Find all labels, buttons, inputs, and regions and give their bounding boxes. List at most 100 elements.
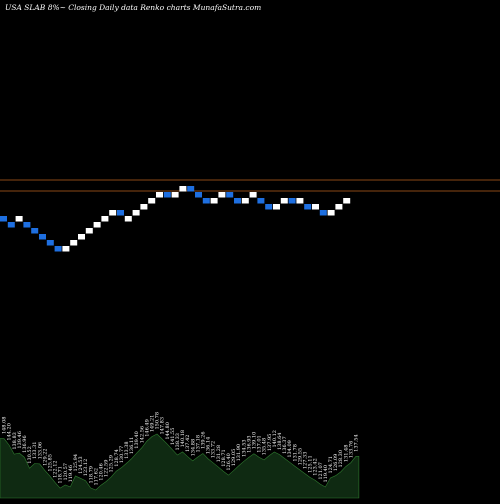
up-brick [218,192,226,198]
volume-label: 128.71 [221,449,227,467]
up-brick [93,222,101,228]
volume-label: 125.29 [109,455,115,473]
volume-label: 136.11 [129,437,135,455]
volume-label: 123.12 [83,459,89,477]
up-brick [156,192,163,198]
down-brick [39,234,46,240]
chart-title: USA SLAB 8%~ Closing Daily data Renko ch… [5,3,262,12]
up-brick [15,216,23,222]
volume-label: 136.93 [246,435,252,453]
down-brick [0,216,7,222]
volume-label: 128.74 [114,449,120,467]
up-brick [101,216,109,222]
down-brick [195,192,202,198]
volume-label: 131.28 [216,445,222,463]
volume-label: 138.64 [277,433,283,451]
up-brick [148,198,156,204]
volume-label: 118.71 [58,466,64,484]
volume-label: 124.53 [78,456,84,474]
volume-label: 139.46 [17,431,23,449]
volume-label: 122.59 [104,460,110,478]
volume-label: 125.11 [308,455,314,473]
volume-label: 120.57 [63,463,69,481]
volume-label: 129.55 [297,448,303,466]
volume-label: 135.48 [262,438,268,456]
volume-label: 146.49 [144,419,150,437]
up-brick [62,246,70,252]
volume-label: 133.31 [32,442,38,460]
volume-label: 133.72 [211,441,217,459]
volume-label: 120.46 [99,463,105,481]
volume-label: 124.71 [328,456,334,474]
up-brick [210,198,218,204]
up-brick [70,240,78,246]
down-brick [265,204,273,210]
down-brick [257,198,265,204]
volume-label: 140.18 [180,430,186,448]
volume-label: 129.05 [231,449,237,467]
volume-label: 128.30 [338,450,344,468]
reference-lines [0,179,500,192]
up-brick [124,216,132,222]
volume-label: 139.40 [134,431,140,449]
volume-label: 134.53 [241,439,247,457]
volume-label: 150.78 [155,412,161,430]
volume-label: 138.83 [12,432,18,450]
down-brick [23,222,31,228]
up-brick [343,198,351,204]
volume-label: 133.06 [37,442,43,460]
volume-label: 126.40 [226,453,232,471]
volume-label: 118.79 [88,466,94,484]
volume-label: 121.07 [318,462,324,480]
up-brick [109,210,117,216]
volume-label: 136.96 [22,435,28,453]
volume-label: 125.94 [73,454,79,472]
up-brick [179,186,187,192]
volume-label: 144.80 [165,422,171,440]
down-brick [304,204,312,210]
down-brick [54,246,62,252]
volume-label: 138.33 [175,433,181,451]
up-brick [171,192,179,198]
down-brick [117,210,124,216]
volume-label: 147.83 [160,417,166,435]
up-brick [140,204,148,210]
down-brick [226,192,234,198]
down-brick [288,198,296,204]
down-brick [187,186,195,192]
up-brick [78,234,85,240]
up-brick [273,204,280,210]
up-brick [249,192,257,198]
volume-label: 123.42 [313,458,319,476]
volume-label: 134.88 [190,439,196,457]
down-brick [46,240,54,246]
volume-label: 126.09 [333,454,339,472]
volume-label: 133.38 [124,441,130,459]
volume-label: 134.09 [287,440,293,458]
up-brick [296,198,304,204]
up-brick [241,198,249,204]
up-brick [280,198,288,204]
volume-label: 131.78 [292,444,298,462]
volume-label: 119.40 [323,465,329,483]
volume-label: 137.01 [257,435,263,453]
volume-label: 119.46 [68,465,74,483]
down-brick [31,228,39,234]
volume-label: 137.54 [354,434,360,452]
down-brick [234,198,241,204]
down-brick [7,222,15,228]
down-brick [319,210,327,216]
down-brick [163,192,171,198]
renko-bricks [0,186,351,252]
volume-label: 141.55 [170,428,176,446]
volume-label: 139.26 [201,431,207,449]
volume-label: 122.12 [53,460,59,478]
volume-label: 127.33 [303,452,309,470]
volume-fill [0,433,360,499]
volume-label: 142.56 [139,426,145,444]
volume-label: 137.18 [195,435,201,453]
up-brick [132,210,140,216]
volume-label: 125.85 [48,454,54,472]
